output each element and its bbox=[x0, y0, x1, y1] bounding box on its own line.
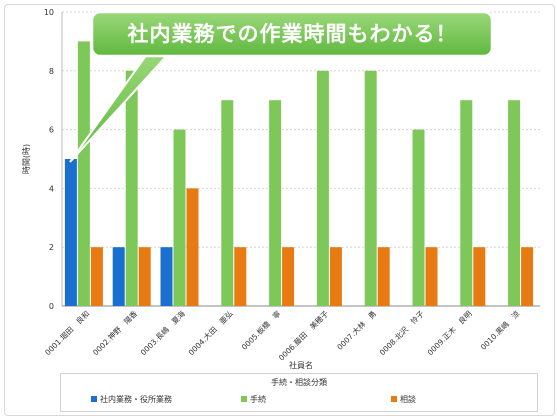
x-tick-label: 0005.板橋 寧 bbox=[239, 308, 282, 351]
y-axis-title: 時間(時) bbox=[22, 144, 31, 174]
bar-2-8[interactable] bbox=[473, 247, 486, 306]
legend-swatch bbox=[391, 396, 397, 402]
x-tick-label: 0006.藤田 美穂子 bbox=[276, 308, 330, 362]
legend-items: 社内業務・役所業務 手続 相談 bbox=[61, 394, 537, 406]
x-axis-title: 社員名 bbox=[289, 360, 313, 370]
bar-2-3[interactable] bbox=[234, 247, 247, 306]
x-tick-label: 0002.神野 陽香 bbox=[90, 308, 139, 357]
bar-2-0[interactable] bbox=[90, 247, 103, 306]
bar-1-4[interactable] bbox=[269, 100, 282, 306]
bar-1-7[interactable] bbox=[412, 129, 425, 306]
bar-0-2[interactable] bbox=[160, 247, 173, 306]
x-tick-label: 0004.大田 亜弘 bbox=[186, 308, 235, 357]
y-tick-label: 10 bbox=[44, 8, 54, 17]
y-tick-label: 0 bbox=[49, 302, 54, 311]
bar-0-0[interactable] bbox=[64, 159, 77, 306]
callout-bubble bbox=[69, 10, 494, 163]
legend-swatch bbox=[241, 396, 247, 402]
bar-2-2[interactable] bbox=[186, 188, 199, 306]
bar-2-9[interactable] bbox=[521, 247, 534, 306]
bar-1-9[interactable] bbox=[508, 100, 521, 306]
x-tick-label: 0001.堀田 良和 bbox=[43, 308, 92, 357]
bar-2-4[interactable] bbox=[282, 247, 295, 306]
x-tick-label: 0008.北沢 怜子 bbox=[377, 308, 426, 357]
legend-label: 相談 bbox=[400, 395, 416, 404]
bars bbox=[64, 41, 534, 307]
bar-1-0[interactable] bbox=[77, 41, 90, 307]
legend-label: 手続 bbox=[250, 395, 266, 404]
legend-title: 手続・相談分類 bbox=[271, 378, 327, 387]
legend-item[interactable]: 社内業務・役所業務 bbox=[91, 394, 172, 405]
bar-1-8[interactable] bbox=[460, 100, 473, 306]
legend: 手続・相談分類 社内業務・役所業務 手続 相談 bbox=[60, 373, 538, 412]
y-tick-label: 6 bbox=[49, 126, 54, 135]
bar-2-1[interactable] bbox=[138, 247, 151, 306]
bar-2-5[interactable] bbox=[329, 247, 342, 306]
x-tick-label: 0010.黒嶋 涼 bbox=[478, 308, 522, 352]
bar-1-2[interactable] bbox=[173, 129, 186, 306]
x-tick-label: 0009.正木 良明 bbox=[425, 308, 474, 357]
bar-2-6[interactable] bbox=[377, 247, 390, 306]
bar-2-7[interactable] bbox=[425, 247, 438, 306]
x-tick-label: 0003.長嶋 夏海 bbox=[138, 308, 187, 357]
legend-label: 社内業務・役所業務 bbox=[100, 395, 172, 404]
x-tick-label: 0007.大林 勇 bbox=[335, 308, 378, 351]
legend-item[interactable]: 手続 bbox=[241, 394, 266, 405]
y-tick-label: 8 bbox=[49, 67, 54, 76]
y-tick-label: 2 bbox=[49, 243, 54, 252]
legend-item[interactable]: 相談 bbox=[391, 394, 416, 405]
bar-1-5[interactable] bbox=[316, 70, 329, 306]
legend-swatch bbox=[91, 396, 97, 402]
bar-1-6[interactable] bbox=[364, 70, 377, 306]
callout-body bbox=[90, 10, 494, 58]
bar-0-1[interactable] bbox=[112, 247, 125, 306]
y-tick-label: 4 bbox=[49, 184, 54, 193]
bar-1-1[interactable] bbox=[125, 70, 138, 306]
bar-1-3[interactable] bbox=[221, 100, 234, 306]
callout-text: 社内業務での作業時間もわかる！ bbox=[127, 22, 458, 46]
